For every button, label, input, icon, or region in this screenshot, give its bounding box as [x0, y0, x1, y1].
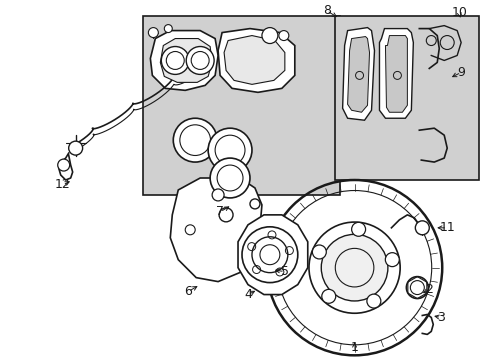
Circle shape	[249, 199, 260, 209]
Text: 3: 3	[436, 311, 444, 324]
Circle shape	[173, 118, 217, 162]
Polygon shape	[379, 28, 412, 118]
Circle shape	[312, 245, 325, 259]
Circle shape	[185, 225, 195, 235]
Circle shape	[385, 253, 399, 267]
Circle shape	[58, 159, 69, 171]
Text: 7: 7	[216, 205, 224, 219]
Circle shape	[406, 276, 427, 298]
Circle shape	[366, 294, 380, 308]
Text: 9: 9	[456, 66, 464, 79]
Polygon shape	[150, 31, 218, 90]
Text: 8: 8	[322, 4, 330, 17]
Text: 6: 6	[184, 285, 192, 298]
Circle shape	[219, 208, 233, 222]
Polygon shape	[218, 28, 294, 92]
Text: 2: 2	[425, 283, 432, 296]
Circle shape	[278, 31, 288, 41]
Text: 11: 11	[438, 221, 454, 234]
Polygon shape	[170, 178, 262, 282]
Text: 10: 10	[450, 6, 466, 19]
Circle shape	[68, 141, 82, 155]
Circle shape	[164, 24, 172, 32]
Polygon shape	[224, 36, 285, 84]
Polygon shape	[342, 28, 374, 120]
Polygon shape	[347, 37, 369, 112]
Circle shape	[208, 128, 251, 172]
Circle shape	[242, 227, 297, 283]
Circle shape	[251, 237, 287, 273]
Circle shape	[321, 234, 387, 301]
Text: 4: 4	[244, 288, 251, 301]
Circle shape	[212, 189, 224, 201]
Circle shape	[414, 221, 428, 235]
Bar	[334, 15, 478, 180]
Text: 12: 12	[55, 179, 70, 192]
Circle shape	[351, 222, 365, 236]
Circle shape	[210, 158, 249, 198]
Circle shape	[262, 28, 277, 44]
Polygon shape	[160, 39, 212, 82]
Text: 5: 5	[280, 265, 288, 278]
Circle shape	[148, 28, 158, 37]
Bar	[143, 15, 339, 195]
Circle shape	[188, 57, 203, 72]
Text: 1: 1	[350, 341, 358, 354]
Circle shape	[321, 289, 335, 303]
Polygon shape	[385, 36, 407, 112]
Circle shape	[186, 46, 214, 75]
Polygon shape	[238, 215, 307, 294]
Circle shape	[161, 46, 189, 75]
